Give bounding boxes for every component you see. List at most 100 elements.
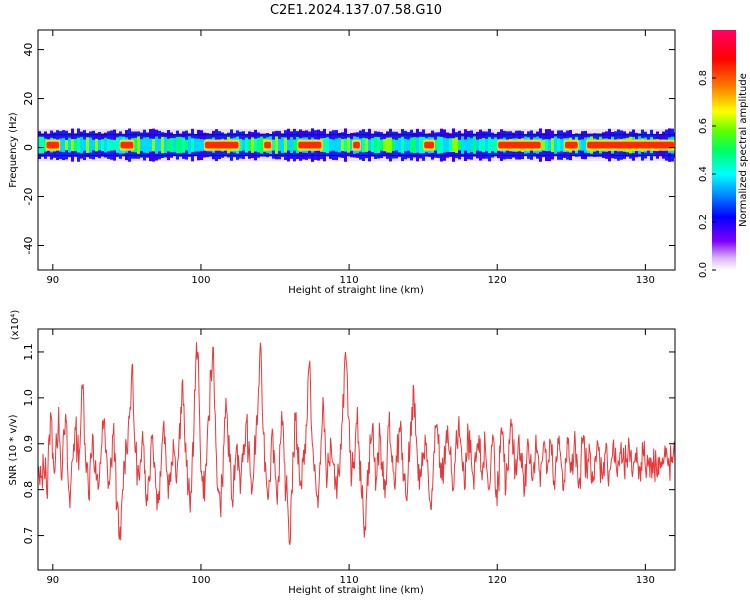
colorbar-label: Normalized spectral amplitude xyxy=(738,73,749,227)
band-cell-inner xyxy=(155,136,158,154)
band-cell-inner xyxy=(416,137,419,153)
x-tick-label: 120 xyxy=(488,275,507,286)
band-cell-inner xyxy=(98,139,101,151)
band-cell-inner xyxy=(323,137,326,153)
band-cell-inner xyxy=(62,138,65,153)
band-cell-inner xyxy=(395,139,398,151)
band-cell-inner xyxy=(542,139,545,151)
band-cell-inner xyxy=(545,139,548,152)
band-cell-inner xyxy=(248,139,251,151)
band-cell-inner xyxy=(464,139,467,151)
band-cell-inner xyxy=(110,139,113,151)
band-cell-inner xyxy=(491,139,494,152)
figure-title: C2E1.2024.137.07.58.G10 xyxy=(270,3,442,18)
band-cell-inner xyxy=(275,136,278,154)
band-cell-inner xyxy=(251,137,254,153)
band-cell-inner xyxy=(476,139,479,151)
spectrogram-y-label: Frequency (Hz) xyxy=(8,112,19,188)
snr-panel: 90 100 110 120 130 0.7 0.8 0.9 1.0 1.1 Height of… xyxy=(8,310,676,596)
band-cell-inner xyxy=(488,137,491,154)
colorbar-tick-label: 0.2 xyxy=(698,214,709,230)
y-tick-label: -20 xyxy=(22,188,35,206)
band-segment-high xyxy=(564,141,578,149)
band-cell-inner xyxy=(116,137,119,153)
band-cell-inner xyxy=(443,137,446,153)
band-cell-inner xyxy=(554,136,557,154)
band-cell-inner xyxy=(389,137,392,153)
band-cell-inner xyxy=(167,138,170,152)
band-cell-inner xyxy=(386,137,389,153)
band-cell-inner xyxy=(197,138,200,152)
band-segment-high xyxy=(120,141,134,149)
band-cell-inner xyxy=(494,137,497,153)
band-cell-inner xyxy=(371,138,374,153)
band-cell-inner xyxy=(347,137,350,153)
band-cell-inner xyxy=(410,137,413,153)
y-tick-label: 0.8 xyxy=(22,481,35,499)
band-cell-inner xyxy=(149,138,152,152)
band-cell-inner xyxy=(455,137,458,153)
band-segment-high xyxy=(264,141,272,149)
x-tick-label: 100 xyxy=(191,275,210,286)
band-cell-inner xyxy=(245,137,248,153)
y-tick-label: 40 xyxy=(22,43,35,57)
band-cell-inner xyxy=(170,137,173,153)
band-cell-inner xyxy=(254,138,257,152)
band-cell-inner xyxy=(449,138,452,153)
x-tick-label: 130 xyxy=(636,275,655,286)
band-cell-inner xyxy=(191,138,194,152)
colorbar: 0.0 0.2 0.4 0.6 0.8 Normalized spectral ampl… xyxy=(698,30,749,278)
band-cell-inner xyxy=(104,137,107,153)
band-cell-inner xyxy=(398,137,401,153)
band-cell-inner xyxy=(257,137,260,153)
band-cell-inner xyxy=(59,138,62,152)
snr-y-multiplier: (x10⁴) xyxy=(10,310,21,341)
x-tick-label: 130 xyxy=(636,575,655,586)
band-cell-inner xyxy=(242,139,245,151)
snr-x-ticks: 90 100 110 120 130 xyxy=(46,329,655,586)
band-cell-inner xyxy=(152,138,155,152)
band-cell-inner xyxy=(473,136,476,154)
band-cell-inner xyxy=(89,137,92,153)
band-segment-high xyxy=(204,141,239,149)
band-cell-inner xyxy=(83,139,86,151)
band-cell-inner xyxy=(326,137,329,154)
band-cell-inner xyxy=(440,136,443,154)
colorbar-tick-label: 0.8 xyxy=(698,70,709,86)
band-cell-inner xyxy=(341,139,344,152)
band-cell-inner xyxy=(179,136,182,154)
band-cell-inner xyxy=(392,139,395,151)
band-cell-inner xyxy=(581,139,584,151)
band-cell-inner xyxy=(176,136,179,154)
band-cell-inner xyxy=(74,139,77,152)
y-tick-label: 0.9 xyxy=(22,435,35,453)
band-segment-high xyxy=(587,141,674,149)
band-cell-inner xyxy=(293,139,296,151)
band-cell-inner xyxy=(374,137,377,154)
x-tick-label: 90 xyxy=(46,575,59,586)
y-tick-label: -40 xyxy=(22,237,35,255)
y-tick-label: 1.0 xyxy=(22,389,35,407)
band-cell-inner xyxy=(380,139,383,151)
band-cell-inner xyxy=(164,137,167,154)
x-tick-label: 110 xyxy=(340,575,359,586)
band-cell-inner xyxy=(362,137,365,153)
band-cell-inner xyxy=(485,138,488,152)
band-cell-inner xyxy=(383,138,386,152)
snr-series-line xyxy=(38,342,675,545)
band-cell-inner xyxy=(188,136,191,154)
band-cell-inner xyxy=(578,139,581,151)
band-cell-inner xyxy=(560,139,563,152)
band-cell-inner xyxy=(458,139,461,151)
band-cell-inner xyxy=(194,138,197,152)
band-cell-inner xyxy=(281,137,284,154)
y-tick-label: 1.1 xyxy=(22,343,35,361)
spectrogram-frame xyxy=(37,29,676,271)
band-cell-inner xyxy=(80,136,83,154)
band-segment-high xyxy=(298,141,322,149)
band-cell-inner xyxy=(467,137,470,154)
band-cell-inner xyxy=(377,137,380,154)
snr-y-ticks: 0.7 0.8 0.9 1.0 1.1 xyxy=(22,343,675,544)
band-cell-inner xyxy=(173,137,176,153)
